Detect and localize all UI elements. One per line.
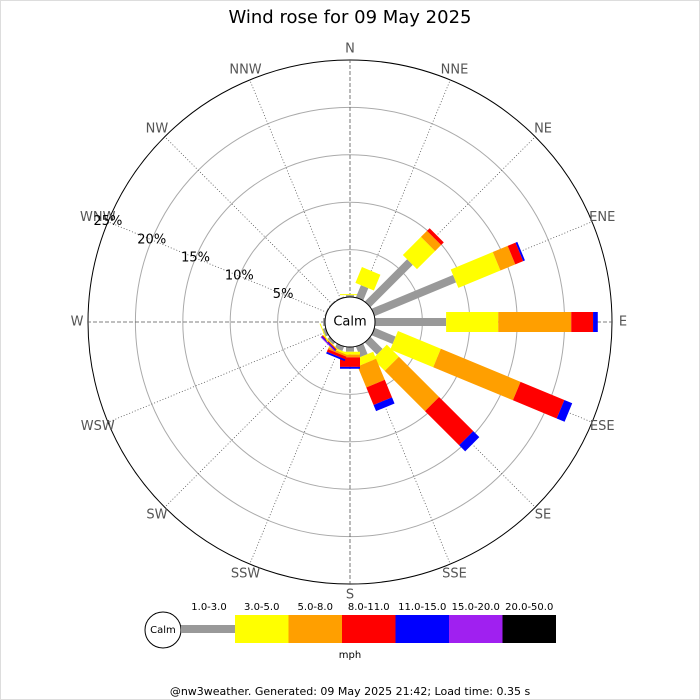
legend-label: 5.0-8.0 xyxy=(298,602,333,613)
direction-label: SW xyxy=(146,508,167,523)
bar-segment xyxy=(373,397,395,412)
spoke xyxy=(249,344,341,565)
bar-segment xyxy=(498,312,572,332)
spoke xyxy=(164,339,333,508)
direction-label: SSE xyxy=(442,567,467,582)
bar-segment xyxy=(402,236,436,270)
bar-segment xyxy=(334,343,345,352)
direction-label: N xyxy=(345,42,355,57)
bar-segment xyxy=(507,242,524,265)
bar-segment xyxy=(446,312,499,332)
bar-segment xyxy=(593,312,598,332)
bar-segment xyxy=(327,347,348,357)
footer: @nw3weather. Generated: 09 May 2025 21:4… xyxy=(170,685,531,698)
direction-label: NNW xyxy=(229,62,261,77)
direction-label: S xyxy=(346,588,354,603)
bar-segment xyxy=(355,285,369,301)
ring-label: 15% xyxy=(181,251,210,266)
chart-title: Wind rose for 09 May 2025 xyxy=(229,7,472,28)
bar-segment xyxy=(366,379,393,405)
direction-label: NE xyxy=(534,121,552,136)
bar-segment xyxy=(390,331,441,368)
bar-segment xyxy=(364,336,383,355)
bar-segment xyxy=(424,396,474,446)
bar-segment xyxy=(384,356,440,412)
bar-segment xyxy=(512,381,565,419)
legend-label: 11.0-15.0 xyxy=(398,602,446,613)
legend-label: 1.0-3.0 xyxy=(191,602,226,613)
bar-segment xyxy=(327,336,336,345)
legend-label: 8.0-11.0 xyxy=(348,602,390,613)
bar-segment xyxy=(371,327,396,344)
calm-label: Calm xyxy=(333,315,366,330)
bar-segment xyxy=(355,343,368,358)
direction-label: W xyxy=(71,315,84,330)
bar-segment xyxy=(450,252,501,288)
ring-label: 20% xyxy=(137,232,166,247)
direction-label: SE xyxy=(535,508,551,523)
legend-swatch xyxy=(502,615,556,643)
bar-segment xyxy=(375,318,447,326)
legend-swatch xyxy=(181,625,235,633)
bar-segment xyxy=(426,228,444,246)
bar-segment xyxy=(346,295,354,297)
bar-segment xyxy=(357,358,385,388)
spoke xyxy=(359,79,451,300)
legend-label: 20.0-50.0 xyxy=(505,602,553,613)
calm-circle xyxy=(324,296,376,348)
bar-segment xyxy=(320,336,336,352)
spoke xyxy=(164,136,333,305)
bar-segment xyxy=(515,241,525,262)
legend-calm-label: Calm xyxy=(150,625,176,636)
bar-segment xyxy=(323,318,325,326)
legend-label: 15.0-20.0 xyxy=(452,602,500,613)
direction-label: E xyxy=(619,315,627,330)
legend-swatch xyxy=(342,615,396,643)
direction-label: WSW xyxy=(81,419,115,434)
direction-label: NW xyxy=(146,121,169,136)
bar-segment xyxy=(492,245,516,271)
bar-segment xyxy=(346,347,354,352)
ring-label: 5% xyxy=(273,287,294,302)
bar-segment xyxy=(340,366,360,369)
legend-swatch xyxy=(235,615,289,643)
bar-segment xyxy=(326,349,347,360)
bar-segment xyxy=(340,294,360,296)
bar-segment xyxy=(321,335,337,351)
bar-segment xyxy=(355,267,381,291)
unit-label: mph xyxy=(339,650,361,661)
bar-segment xyxy=(322,327,329,337)
bar-segment xyxy=(319,323,329,343)
bar-segment xyxy=(433,348,521,401)
bar-segment xyxy=(354,351,377,367)
bar-segment xyxy=(364,259,413,308)
spoke xyxy=(107,331,328,423)
bar-segment xyxy=(372,344,399,371)
ring-label: 10% xyxy=(225,269,254,284)
spoke xyxy=(107,221,328,313)
legend-swatch xyxy=(395,615,449,643)
bar-segment xyxy=(371,274,457,317)
direction-label: SSW xyxy=(231,567,261,582)
bar-segment xyxy=(571,312,594,332)
bar-segment xyxy=(326,351,346,362)
spoke xyxy=(249,79,341,300)
legend-label: 3.0-5.0 xyxy=(244,602,279,613)
legend-swatch xyxy=(449,615,503,643)
direction-label: ESE xyxy=(590,419,615,434)
direction-label: ENE xyxy=(589,210,615,225)
bar-segment xyxy=(556,399,573,422)
ring-label: 25% xyxy=(93,214,122,229)
legend-swatch xyxy=(288,615,342,643)
bar-segment xyxy=(459,431,480,452)
direction-label: NNE xyxy=(441,62,469,77)
direction-label: WNW xyxy=(80,210,116,225)
bar-segment xyxy=(321,335,337,351)
bar-segment xyxy=(420,230,442,252)
